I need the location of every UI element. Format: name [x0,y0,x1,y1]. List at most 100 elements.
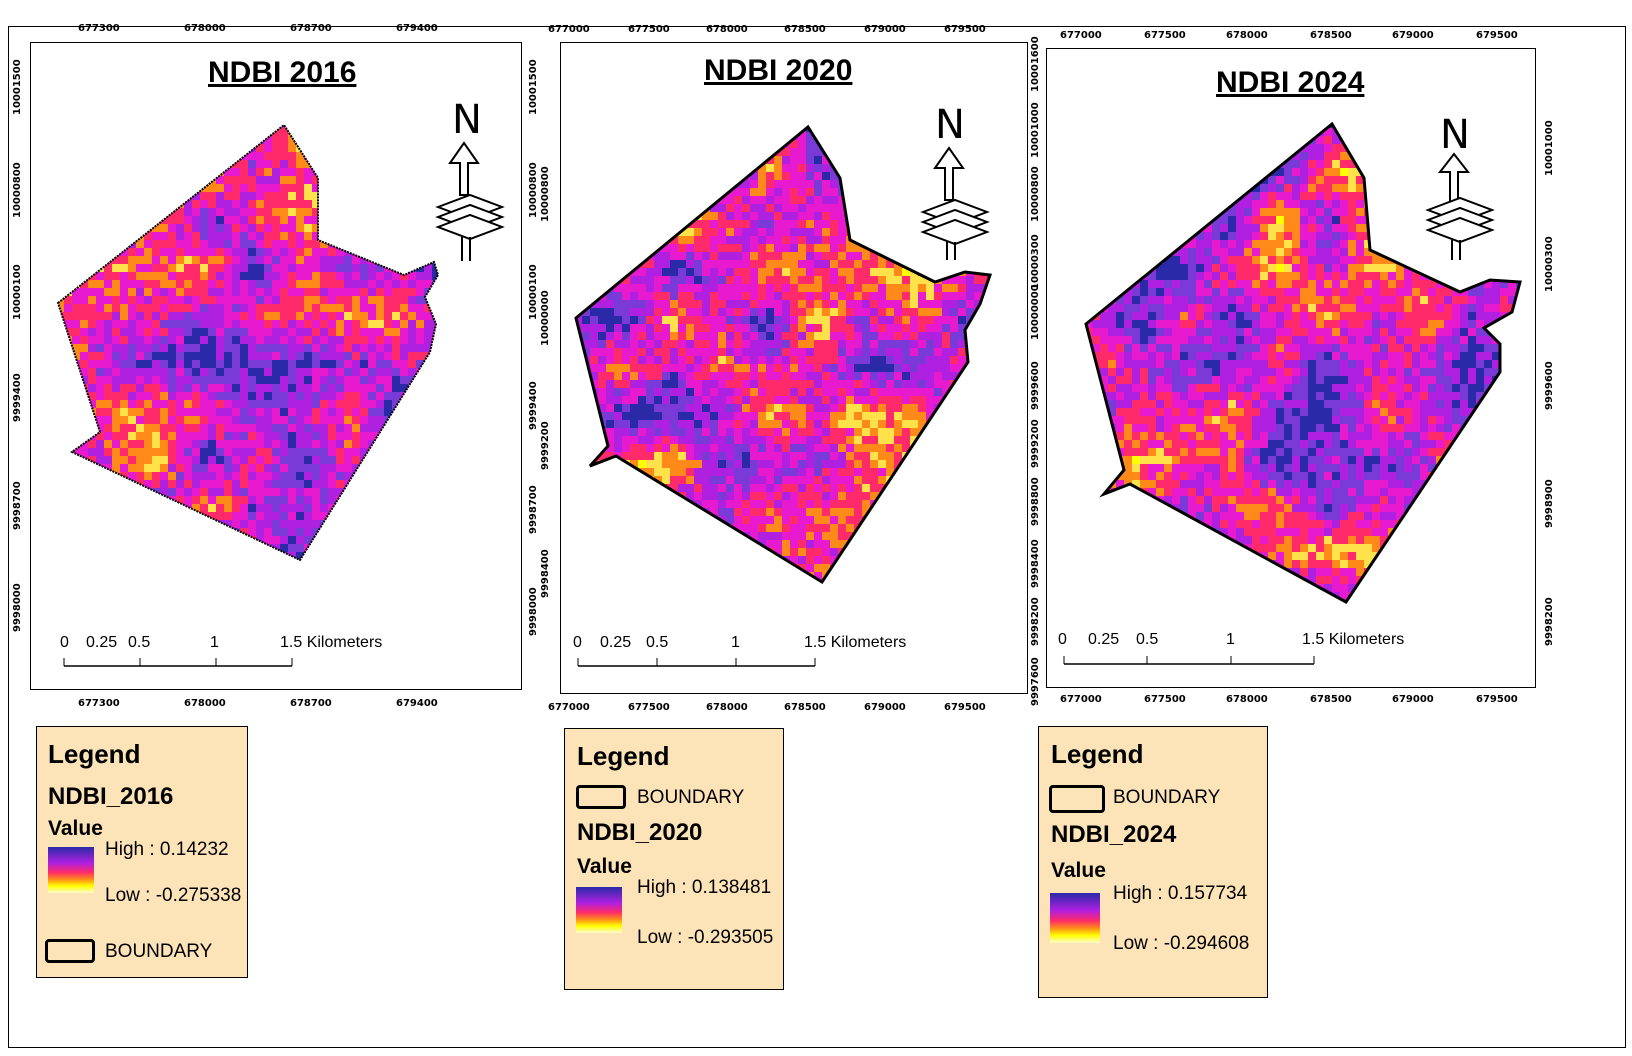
x-tick-top: 679500 [944,24,986,35]
x-tick-top: 677500 [1144,30,1186,41]
x-tick-bottom: 678500 [784,702,826,713]
x-tick-bottom: 679000 [864,702,906,713]
scale-label: 0 [1058,631,1067,648]
legend-boundary: BOUNDARY [1113,787,1221,808]
y-tick-left: 10000800 [12,162,23,218]
y-tick-right: 10001000 [1544,120,1555,176]
legend-layer-name: NDBI_2024 [1051,821,1177,848]
color-ramp [48,847,94,893]
scale-label: 0.25 [1088,631,1120,648]
legend-value-label: Value [48,817,103,840]
y-tick-right: 10000800 [540,166,551,222]
legend-high: High : 0.138481 [637,877,772,898]
y-tick-right: 9998200 [1544,597,1555,646]
legend-low: Low : -0.294608 [1113,933,1250,954]
y-tick-right: 9999600 [1544,361,1555,410]
y-tick-left: 9998700 [528,485,539,534]
north-arrow-icon: N [1425,112,1495,260]
x-tick-top: 677300 [78,23,120,34]
y-tick-left: 9999400 [12,373,23,422]
x-tick-top: 679000 [864,24,906,35]
y-tick-right: 9999200 [540,421,551,470]
legend-value-label: Value [577,855,632,878]
north-label: N [452,97,482,143]
scale-label: 0 [60,634,69,651]
y-tick-left: 9999600 [1030,361,1041,410]
y-tick-left: 9998800 [1030,477,1041,526]
legend-boundary: BOUNDARY [637,787,745,808]
x-tick-top: 678500 [784,24,826,35]
x-tick-top: 677000 [1060,30,1102,41]
y-tick-left: 10001500 [528,59,539,115]
x-tick-top: 678000 [184,23,226,34]
legend-layer-name: NDBI_2020 [577,819,703,846]
north-arrow-icon: N [435,97,505,261]
x-tick-top: 679000 [1392,30,1434,41]
scale-label: 1.5 Kilometers [1302,631,1405,648]
x-tick-top: 677500 [628,24,670,35]
y-tick-right: 10000000 [540,290,551,346]
scale-label: 1 [731,634,740,651]
x-tick-bottom: 678000 [184,698,226,709]
scale-label: 0.25 [86,634,118,651]
legend-high: High : 0.14232 [105,839,229,860]
x-tick-bottom: 679000 [1392,694,1434,705]
legend-value-label: Value [1051,859,1106,882]
x-tick-top: 678700 [290,23,332,34]
y-tick-left: 10000100 [12,264,23,320]
y-tick-left: 9998400 [1030,539,1041,588]
y-tick-right: 9998400 [540,549,551,598]
y-tick-left: 9999400 [528,381,539,430]
y-tick-left: 9998000 [528,587,539,636]
boundary-symbol [1049,785,1105,813]
scale-bar [63,658,293,667]
x-tick-bottom: 679500 [1476,694,1518,705]
y-tick-left: 10001000 [1030,102,1041,158]
map-title: NDBI 2024 [1216,66,1365,99]
x-tick-bottom: 677500 [1144,694,1186,705]
y-tick-left: 9997600 [1030,657,1041,706]
x-tick-bottom: 678700 [290,698,332,709]
legend-title: Legend [1051,739,1144,769]
north-arrow-icon: N [920,102,990,260]
legend-low: Low : -0.293505 [637,927,774,948]
color-ramp [1050,893,1100,943]
boundary-symbol [45,939,95,963]
x-tick-top: 677000 [548,24,590,35]
legend-low: Low : -0.275338 [105,885,242,906]
color-ramp [576,887,622,933]
legend-title: Legend [48,739,141,769]
y-tick-left: 9998000 [12,583,23,632]
legend-high: High : 0.157734 [1113,883,1248,904]
y-tick-left: 10001600 [1030,36,1041,92]
scale-label: 0.25 [600,634,632,651]
scale-label: 1 [1226,631,1235,648]
map-title: NDBI 2020 [704,54,853,87]
x-tick-bottom: 677300 [78,698,120,709]
y-tick-left: 10000800 [1030,166,1041,222]
x-tick-top: 678500 [1310,30,1352,41]
y-tick-left: 10000800 [528,162,539,218]
scale-label: 0.5 [1136,631,1159,648]
y-tick-left: 10000100 [528,264,539,320]
legend-boundary: BOUNDARY [105,941,213,962]
boundary-symbol [576,785,626,809]
x-tick-bottom: 677000 [1060,694,1102,705]
legend-2024: Legend BOUNDARY NDBI_2024 Value High : 0… [1038,726,1268,998]
y-tick-left: 10000000 [1030,284,1041,340]
legend-2020: Legend BOUNDARY NDBI_2020 Value High : 0… [564,728,784,990]
x-tick-bottom: 679500 [944,702,986,713]
x-tick-bottom: 678000 [706,702,748,713]
y-tick-left: 10000300 [1030,234,1041,290]
scale-label: 1 [210,634,219,651]
x-tick-bottom: 678000 [1226,694,1268,705]
x-tick-bottom: 678500 [1310,694,1352,705]
figure-frame [8,26,1626,1048]
y-tick-left: 9998700 [12,481,23,530]
y-tick-right: 10000300 [1544,236,1555,292]
y-tick-left: 9999200 [1030,419,1041,468]
map-title: NDBI 2016 [208,56,357,89]
north-label: N [1440,112,1470,158]
legend-2016: Legend NDBI_2016 Value High : 0.14232 Lo… [36,726,248,978]
y-tick-left: 9998200 [1030,597,1041,646]
